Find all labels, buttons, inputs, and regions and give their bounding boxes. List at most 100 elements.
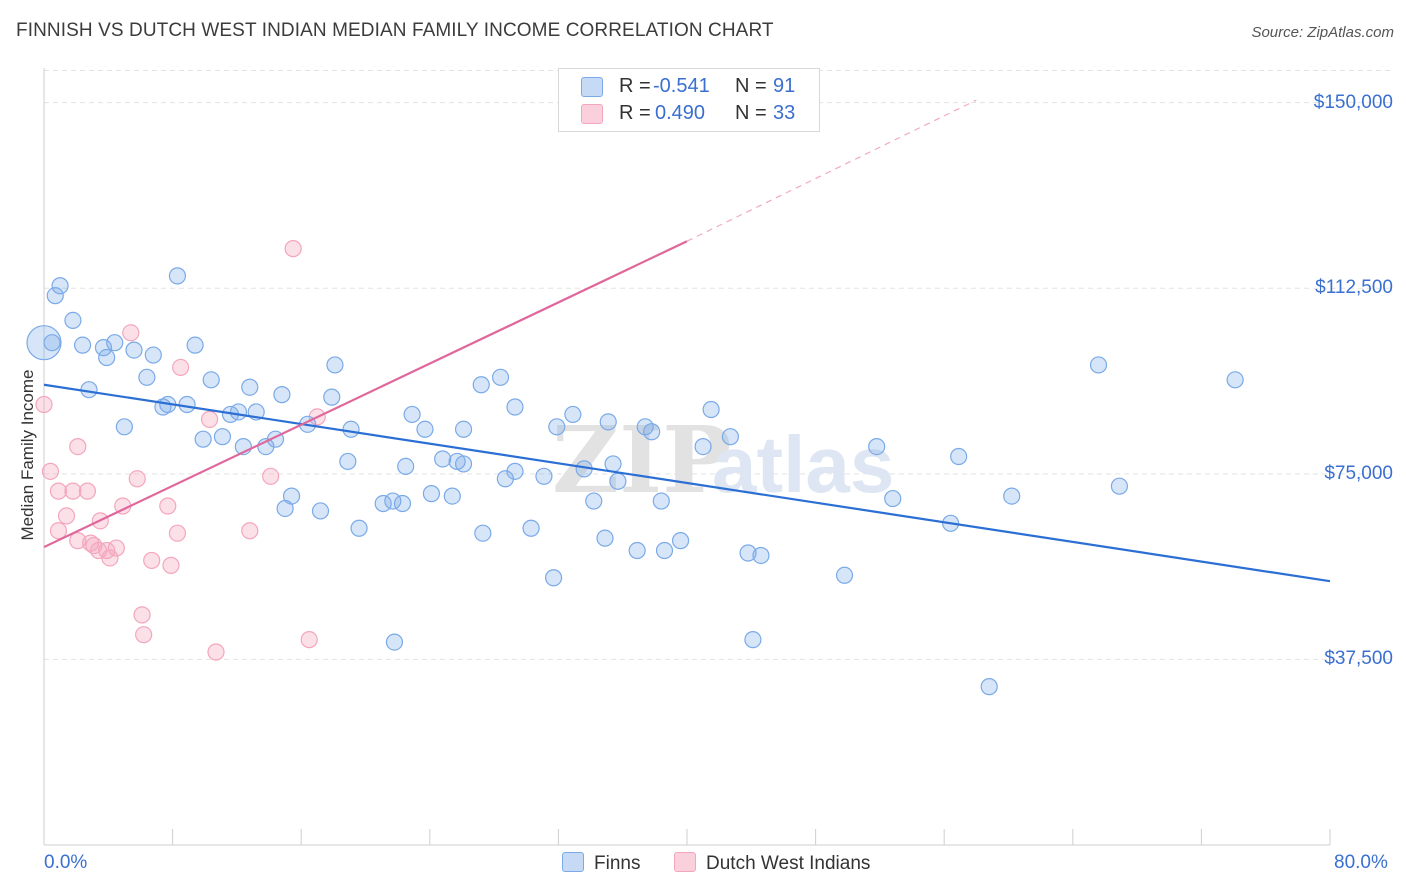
dutch-west-indians-point — [78, 482, 97, 500]
dutch-west-indians-point — [135, 626, 153, 644]
series-dutch-west-indians — [35, 240, 326, 661]
dutch-west-indians-point — [49, 482, 68, 500]
dutch-west-indians-point — [82, 534, 100, 552]
dutch-west-indians-point — [101, 549, 119, 567]
finns-point — [739, 544, 757, 562]
dutch-west-indians-point — [159, 497, 177, 515]
finns-point — [51, 277, 69, 295]
finns-point — [125, 341, 143, 359]
finns-point — [339, 452, 357, 471]
finns-point — [1089, 356, 1108, 374]
dutch-west-indians-point — [41, 462, 60, 480]
watermark-atlas: atlas — [712, 420, 894, 509]
dutch-west-indians-point — [85, 536, 103, 555]
finns-point — [596, 529, 614, 547]
x-tick-max: 80.0% — [1334, 852, 1388, 873]
finns-point — [522, 519, 540, 537]
finns-point — [544, 569, 563, 587]
finns-point — [1003, 487, 1021, 505]
dutch-west-indians-point — [162, 556, 180, 574]
finns-point — [564, 405, 582, 424]
y-tick-label: $75,000 — [1324, 462, 1393, 484]
finns-point — [454, 420, 473, 438]
dutch-west-indians-point — [35, 395, 53, 414]
bottom-legend-finns: Finns — [562, 852, 640, 875]
finns-point — [178, 395, 196, 414]
legend-n-value: 91 — [773, 75, 796, 97]
dutch-west-indians-point — [49, 522, 68, 540]
watermark-zip: ZIP — [552, 406, 731, 514]
finns-point — [64, 311, 82, 330]
finns-point — [138, 368, 156, 386]
finns-point — [443, 487, 461, 505]
y-tick-label: $150,000 — [1313, 91, 1393, 113]
finns-point — [599, 413, 617, 431]
finns-point — [73, 336, 92, 354]
finns-point — [194, 430, 212, 448]
finns-point — [434, 450, 452, 468]
chart-source: Source: ZipAtlas.com — [1251, 24, 1394, 41]
finns-point — [548, 418, 566, 436]
finns-point — [144, 346, 162, 364]
finns-point — [229, 403, 248, 421]
dutch-west-indians-point — [69, 438, 87, 456]
finns-point — [950, 447, 968, 466]
finns-point — [491, 368, 510, 386]
finns-point — [752, 546, 770, 565]
finns-point — [868, 438, 886, 456]
legend-r-value: -0.541 — [653, 75, 710, 97]
dutch-west-indians-point — [262, 467, 280, 485]
dutch-west-indians-point — [168, 524, 187, 542]
finns-point — [94, 339, 113, 357]
y-tick-label: $112,500 — [1315, 277, 1393, 299]
finns-point — [202, 371, 220, 389]
grid-lines — [44, 69, 1392, 660]
finns-point — [416, 420, 434, 438]
dutch-west-indians-point — [143, 551, 161, 570]
series-finns — [26, 267, 1244, 696]
dutch-west-indians-point — [241, 522, 259, 540]
finns-point — [744, 631, 762, 649]
legend: R = -0.541 N = 91 R = 0.490 N = 33 — [558, 68, 820, 132]
finns-point — [213, 428, 232, 446]
finns-point — [721, 428, 740, 446]
legend-n-label: N = — [735, 102, 767, 124]
finns-point — [273, 386, 291, 404]
legend-n-label: N = — [735, 75, 767, 97]
finns-point — [350, 519, 368, 537]
finns-point — [980, 678, 998, 696]
finns-point — [671, 532, 690, 550]
finns-point — [628, 541, 646, 560]
finns-point — [694, 438, 712, 456]
finns-point — [609, 472, 627, 490]
legend-r-label: R = — [619, 102, 651, 124]
dutch-west-indians-point — [122, 324, 140, 342]
finns-point — [276, 499, 294, 518]
finns-point — [422, 485, 441, 503]
finns-point — [604, 455, 622, 473]
bottom-legend-swatch-finns — [562, 852, 584, 872]
dutch-west-indians-point — [284, 240, 302, 258]
finns-point — [106, 334, 124, 352]
dutch-west-indians-point — [57, 507, 76, 525]
dutch-west-indians-trend-line — [43, 240, 688, 549]
finns-point — [835, 566, 854, 584]
finns-point — [115, 418, 133, 436]
finns-point — [168, 267, 187, 285]
finns-point — [393, 494, 412, 513]
finns-point — [702, 400, 720, 419]
dutch-west-indians-point — [133, 606, 151, 624]
finns-trend-line — [43, 383, 1331, 583]
dutch-west-indians-point — [200, 410, 219, 428]
finns-point — [454, 455, 473, 473]
finns-point — [535, 467, 553, 485]
dutch-west-indians-point — [207, 643, 225, 661]
dutch-west-indians-trend-extension — [686, 99, 977, 242]
legend-swatch-dutch-west-indians — [581, 104, 603, 124]
finns-point — [474, 524, 492, 542]
dutch-west-indians-point — [172, 358, 190, 377]
finns-point — [397, 457, 415, 475]
bottom-legend-swatch-dutch-west-indians — [674, 852, 696, 872]
dutch-west-indians-point — [128, 470, 146, 488]
